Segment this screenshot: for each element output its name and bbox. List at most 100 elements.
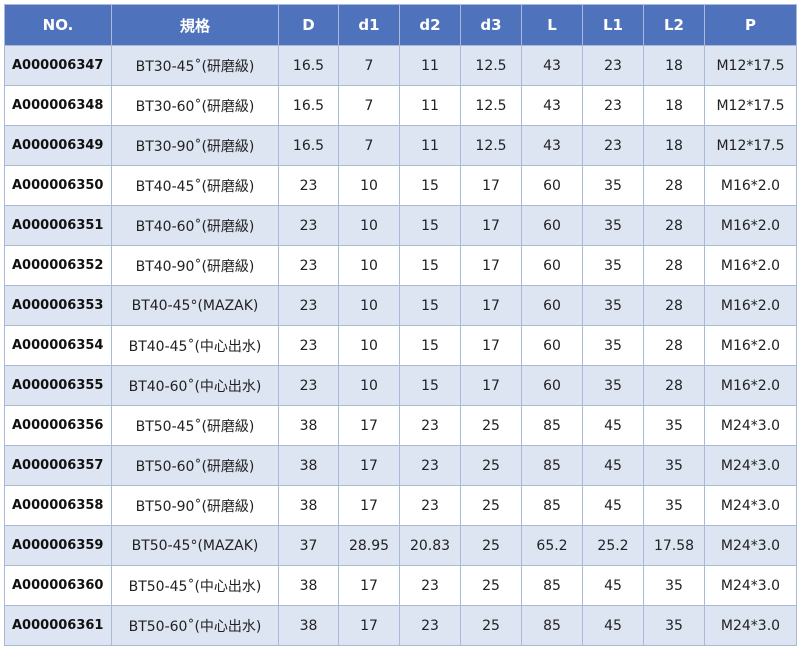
cell-p: M16*2.0	[704, 245, 797, 286]
cell-d2: 23	[399, 405, 461, 446]
cell-l2: 28	[643, 365, 705, 406]
header-spec: 規格	[111, 4, 279, 46]
table-row: A000006361 BT50-60˚(中心出水) 38 17 23 25 85 45 35 M2…	[4, 605, 797, 646]
cell-d1: 17	[338, 445, 400, 486]
cell-no: A000006359	[4, 525, 112, 566]
cell-spec: BT40-45°(MAZAK)	[111, 285, 279, 326]
cell-l: 85	[521, 605, 583, 646]
cell-l2: 28	[643, 165, 705, 206]
header-d1: d1	[338, 4, 400, 46]
cell-p: M16*2.0	[704, 205, 797, 246]
table-row: A000006356 BT50-45˚(研磨級) 38 17 23 25 85 45 35 M24…	[4, 405, 797, 446]
cell-l1: 35	[582, 365, 644, 406]
cell-d1: 17	[338, 605, 400, 646]
cell-l1: 45	[582, 445, 644, 486]
cell-no: A000006351	[4, 205, 112, 246]
header-d2: d2	[399, 4, 461, 46]
cell-l: 60	[521, 205, 583, 246]
cell-d: 16.5	[278, 85, 339, 126]
cell-l: 43	[521, 85, 583, 126]
cell-d2: 11	[399, 125, 461, 166]
cell-spec: BT40-45˚(研磨級)	[111, 165, 279, 206]
cell-spec: BT50-45˚(研磨級)	[111, 405, 279, 446]
cell-l: 60	[521, 245, 583, 286]
cell-p: M12*17.5	[704, 125, 797, 166]
cell-d2: 23	[399, 605, 461, 646]
table-body: A000006347 BT30-45˚(研磨級) 16.5 7 11 12.5 43 23 18…	[4, 45, 797, 646]
cell-spec: BT30-60˚(研磨級)	[111, 85, 279, 126]
cell-l2: 18	[643, 45, 705, 86]
cell-no: A000006347	[4, 45, 112, 86]
cell-l1: 35	[582, 325, 644, 366]
cell-d3: 17	[460, 245, 522, 286]
cell-d2: 15	[399, 285, 461, 326]
cell-p: M12*17.5	[704, 85, 797, 126]
cell-p: M16*2.0	[704, 165, 797, 206]
cell-l2: 35	[643, 565, 705, 606]
cell-no: A000006354	[4, 325, 112, 366]
cell-p: M16*2.0	[704, 285, 797, 326]
cell-d3: 25	[460, 565, 522, 606]
cell-l: 85	[521, 485, 583, 526]
cell-no: A000006361	[4, 605, 112, 646]
cell-l2: 18	[643, 125, 705, 166]
cell-no: A000006352	[4, 245, 112, 286]
cell-d: 23	[278, 365, 339, 406]
table-row: A000006360 BT50-45˚(中心出水) 38 17 23 25 85 45 35 M2…	[4, 565, 797, 606]
cell-l1: 45	[582, 405, 644, 446]
cell-d1: 17	[338, 405, 400, 446]
table-row: A000006351 BT40-60˚(研磨級) 23 10 15 17 60 35 28 M16…	[4, 205, 797, 246]
cell-spec: BT50-45˚(中心出水)	[111, 565, 279, 606]
cell-l1: 35	[582, 285, 644, 326]
cell-d1: 10	[338, 325, 400, 366]
cell-d2: 23	[399, 485, 461, 526]
cell-spec: BT50-60˚(研磨級)	[111, 445, 279, 486]
table-row: A000006357 BT50-60˚(研磨級) 38 17 23 25 85 45 35 M24…	[4, 445, 797, 486]
cell-l1: 35	[582, 245, 644, 286]
cell-spec: BT40-60˚(中心出水)	[111, 365, 279, 406]
cell-p: M12*17.5	[704, 45, 797, 86]
cell-d1: 10	[338, 365, 400, 406]
cell-d: 16.5	[278, 45, 339, 86]
cell-l1: 35	[582, 165, 644, 206]
cell-d2: 23	[399, 445, 461, 486]
cell-l: 60	[521, 365, 583, 406]
table-row: A000006347 BT30-45˚(研磨級) 16.5 7 11 12.5 43 23 18…	[4, 45, 797, 86]
cell-d: 23	[278, 245, 339, 286]
cell-d2: 11	[399, 85, 461, 126]
cell-d3: 25	[460, 605, 522, 646]
cell-l: 43	[521, 45, 583, 86]
header-l: L	[521, 4, 583, 46]
cell-spec: BT30-90˚(研磨級)	[111, 125, 279, 166]
cell-d: 38	[278, 405, 339, 446]
spec-table: NO. 規格 D d1 d2 d3 L L1 L2 P A000006347 BT…	[4, 4, 797, 646]
cell-spec: BT40-45˚(中心出水)	[111, 325, 279, 366]
cell-no: A000006358	[4, 485, 112, 526]
cell-l: 60	[521, 325, 583, 366]
table-row: A000006353 BT40-45°(MAZAK) 23 10 15 17 60 35 28 M…	[4, 285, 797, 326]
cell-p: M24*3.0	[704, 605, 797, 646]
cell-d3: 17	[460, 165, 522, 206]
header-d: D	[278, 4, 339, 46]
cell-d: 23	[278, 325, 339, 366]
cell-l2: 28	[643, 285, 705, 326]
cell-p: M24*3.0	[704, 445, 797, 486]
cell-l: 65.2	[521, 525, 583, 566]
table-row: A000006358 BT50-90˚(研磨級) 38 17 23 25 85 45 35 M24…	[4, 485, 797, 526]
cell-d1: 10	[338, 285, 400, 326]
cell-l1: 23	[582, 85, 644, 126]
cell-no: A000006360	[4, 565, 112, 606]
cell-p: M16*2.0	[704, 365, 797, 406]
cell-d1: 7	[338, 45, 400, 86]
cell-d1: 10	[338, 245, 400, 286]
cell-no: A000006349	[4, 125, 112, 166]
header-l1: L1	[582, 4, 644, 46]
header-l2: L2	[643, 4, 705, 46]
cell-d3: 25	[460, 445, 522, 486]
cell-d3: 12.5	[460, 125, 522, 166]
table-row: A000006354 BT40-45˚(中心出水) 23 10 15 17 60 35 28 M1…	[4, 325, 797, 366]
cell-d1: 10	[338, 165, 400, 206]
cell-spec: BT40-60˚(研磨級)	[111, 205, 279, 246]
cell-l1: 45	[582, 605, 644, 646]
cell-d: 38	[278, 565, 339, 606]
